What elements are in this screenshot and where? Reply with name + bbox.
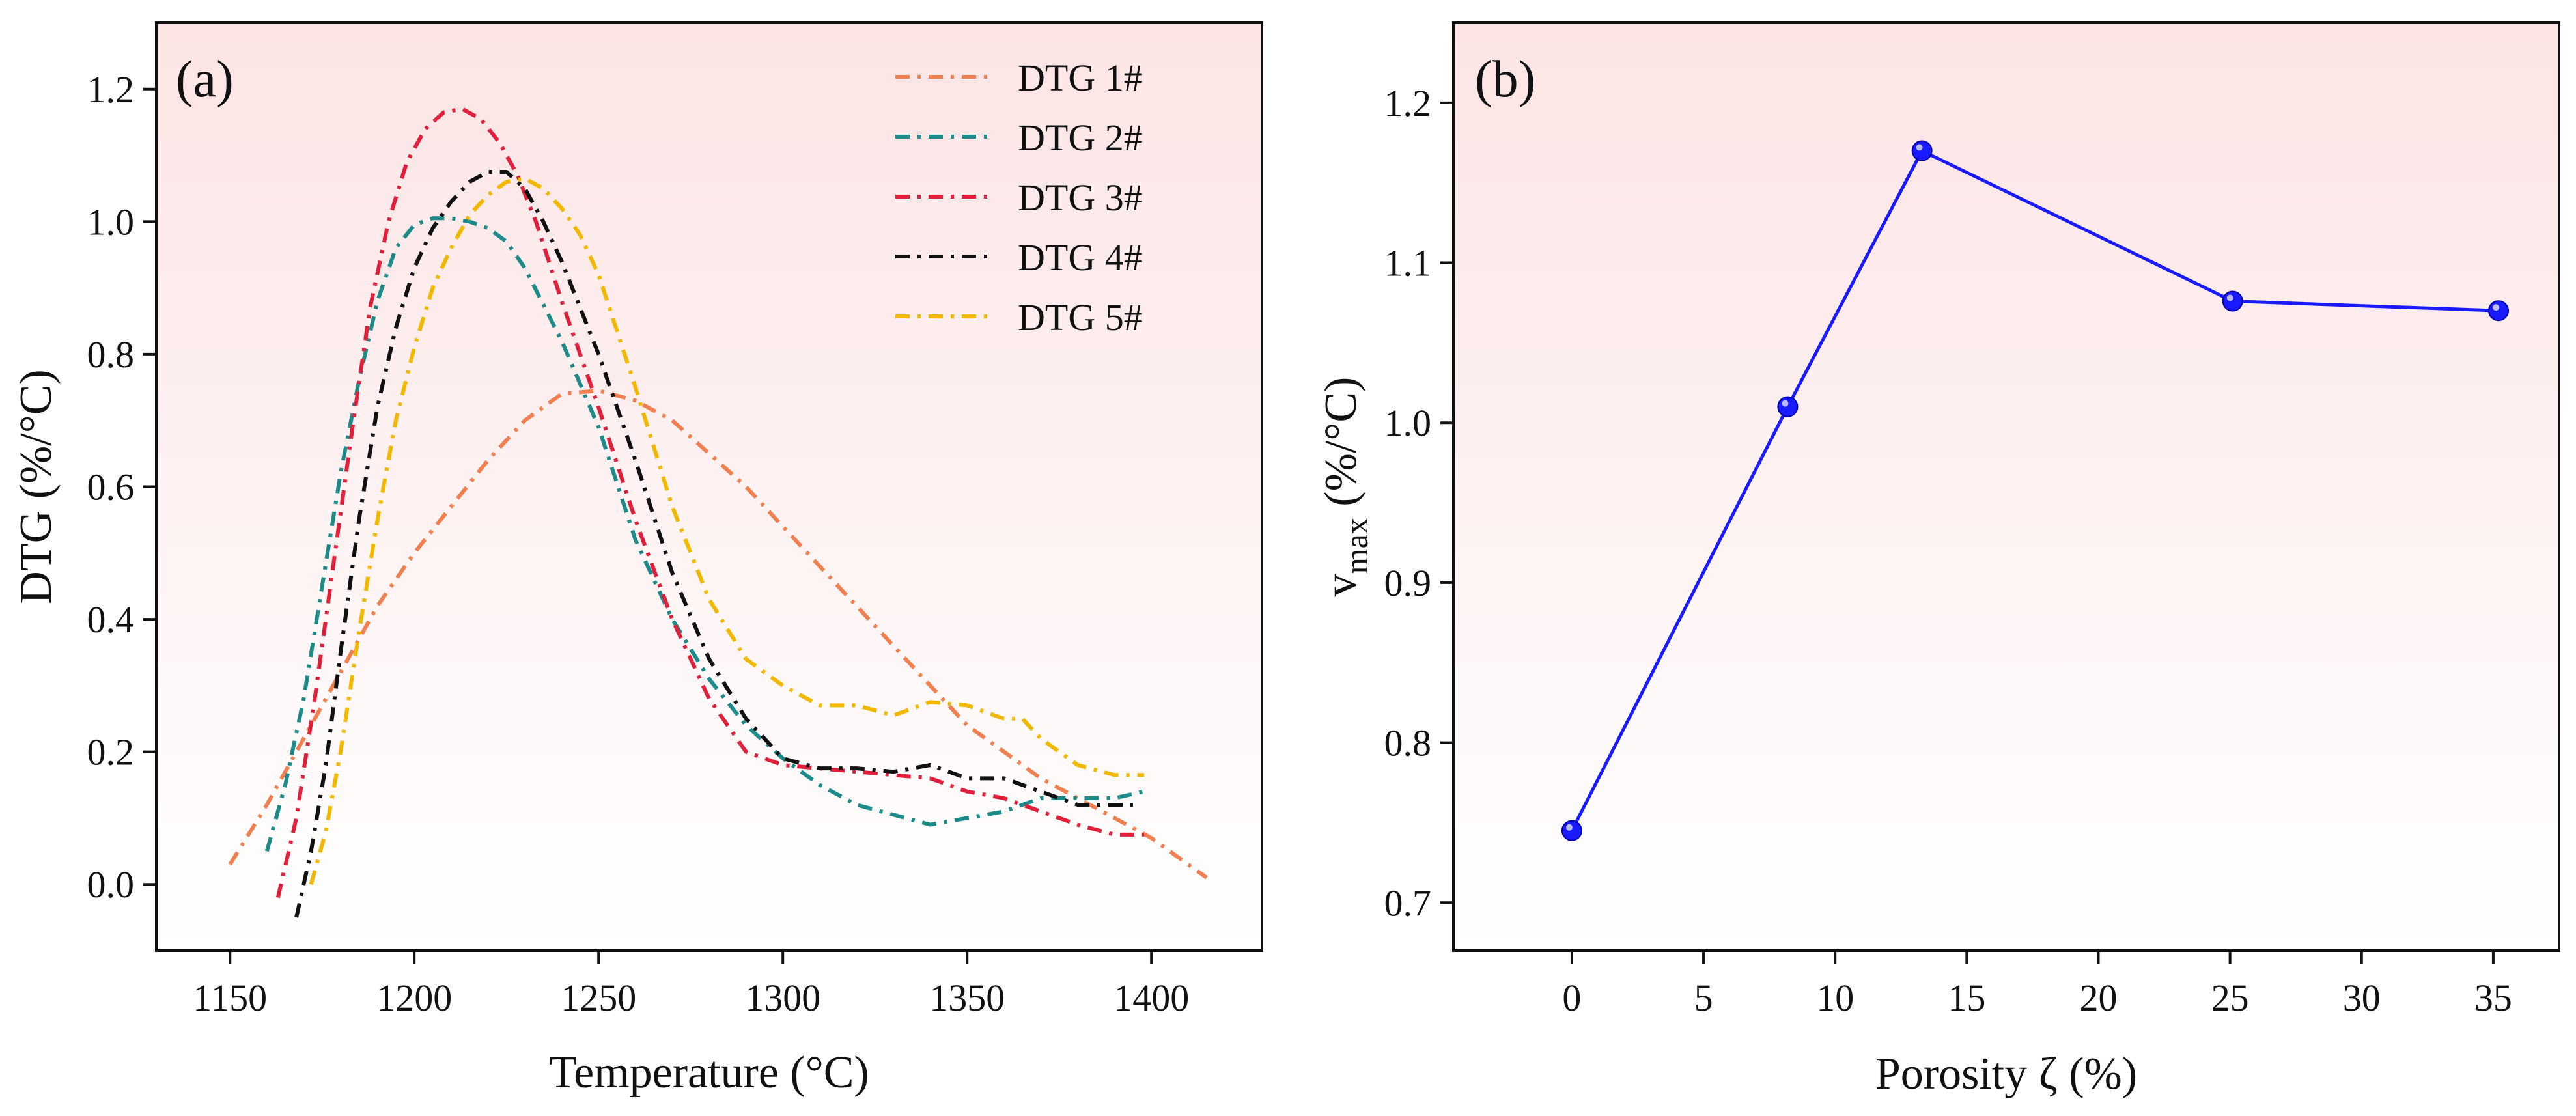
y-tick-label: 0.6 (87, 466, 135, 509)
y-axis-title: vmax (%/°C) (1316, 377, 1375, 597)
y-tick-label: 0.7 (1384, 882, 1432, 924)
y-tick-label: 0.2 (87, 731, 135, 774)
legend-label: DTG 4# (1018, 236, 1143, 279)
data-point-highlight (1565, 824, 1573, 831)
y-axis-title-subscript: max (1338, 518, 1375, 574)
y-axis-title-symbol: v (1316, 574, 1366, 596)
legend-label: DTG 2# (1018, 117, 1143, 159)
data-point-highlight (1782, 400, 1789, 407)
plot-background (156, 23, 1262, 951)
y-tick-label: 0.0 (87, 863, 135, 906)
series-group (228, 107, 1208, 918)
y-tick-label: 1.0 (87, 201, 135, 243)
x-tick-label: 1400 (1113, 977, 1189, 1019)
plot-background (1453, 23, 2559, 951)
legend-label: DTG 3# (1018, 176, 1143, 219)
x-tick-label: 1350 (929, 977, 1005, 1019)
y-tick-label: 0.9 (1384, 562, 1432, 604)
y-tick-label: 0.8 (1384, 722, 1432, 764)
legend: DTG 1# DTG 2# DTG 3# DTG 4# DTG 5# (895, 57, 1143, 339)
y-axis-title-unit: (%/°C) (1316, 377, 1366, 518)
x-tick-label: 15 (1948, 977, 1985, 1019)
x-tick-label: 20 (2080, 977, 2118, 1019)
x-tick-label: 1150 (193, 977, 267, 1019)
data-point (2222, 290, 2243, 312)
y-tick-label: 1.0 (1384, 402, 1432, 444)
y-tick-label: 1.1 (1384, 242, 1432, 285)
x-axis-title: Porosity ζ (%) (1875, 1049, 2137, 1099)
panel-label: (b) (1475, 51, 1535, 108)
x-tick-label: 1200 (376, 977, 452, 1019)
data-point-highlight (2493, 304, 2500, 311)
x-tick-label: 25 (2211, 977, 2249, 1019)
ticks-group: 0 5 10 15 20 25 30 35 0.7 0.8 0.9 1.0 1.1 1.2 (1384, 82, 2512, 1019)
y-tick-label: 1.2 (1384, 82, 1432, 124)
x-tick-label: 1250 (561, 977, 636, 1019)
ticks-group: 1150 1200 1250 1300 1350 1400 0.0 0.2 0.4 0.6 0.8 1… (87, 68, 1190, 1019)
series-line-5 (309, 176, 1144, 886)
series-line-1 (228, 388, 1208, 880)
series-line-2 (264, 216, 1145, 852)
x-tick-label: 1300 (745, 977, 820, 1019)
panel-label: (a) (176, 51, 234, 108)
series-line-4 (294, 170, 1133, 918)
data-point-highlight (2226, 294, 2233, 301)
series-group (1561, 140, 2510, 841)
legend-label: DTG 5# (1018, 296, 1143, 339)
y-tick-label: 0.8 (87, 333, 135, 376)
y-axis-title: DTG (%/°C) (11, 369, 61, 604)
data-point-highlight (1916, 144, 1923, 151)
plot-frame (1452, 21, 2560, 952)
series-line-3 (275, 107, 1144, 899)
x-tick-label: 35 (2474, 977, 2512, 1019)
x-tick-label: 10 (1816, 977, 1854, 1019)
panel-b-vmax-chart: 0 5 10 15 20 25 30 35 0.7 0.8 0.9 1.0 1.1 1.2 (b) Por… (1316, 21, 2560, 1099)
data-point (1911, 140, 1933, 161)
legend-label: DTG 1# (1018, 57, 1143, 99)
x-tick-label: 5 (1694, 977, 1713, 1019)
x-axis-title: Temperature (°C) (549, 1048, 869, 1098)
y-tick-label: 0.4 (87, 598, 135, 641)
data-point (1777, 396, 1799, 417)
data-point (1561, 820, 1582, 841)
x-tick-label: 30 (2343, 977, 2381, 1019)
data-point (2488, 300, 2510, 322)
x-tick-label: 0 (1562, 977, 1581, 1019)
panel-a-dtg-chart: 1150 1200 1250 1300 1350 1400 0.0 0.2 0.4 0.6 0.8 1… (11, 21, 1263, 1098)
y-tick-label: 1.2 (87, 68, 135, 111)
